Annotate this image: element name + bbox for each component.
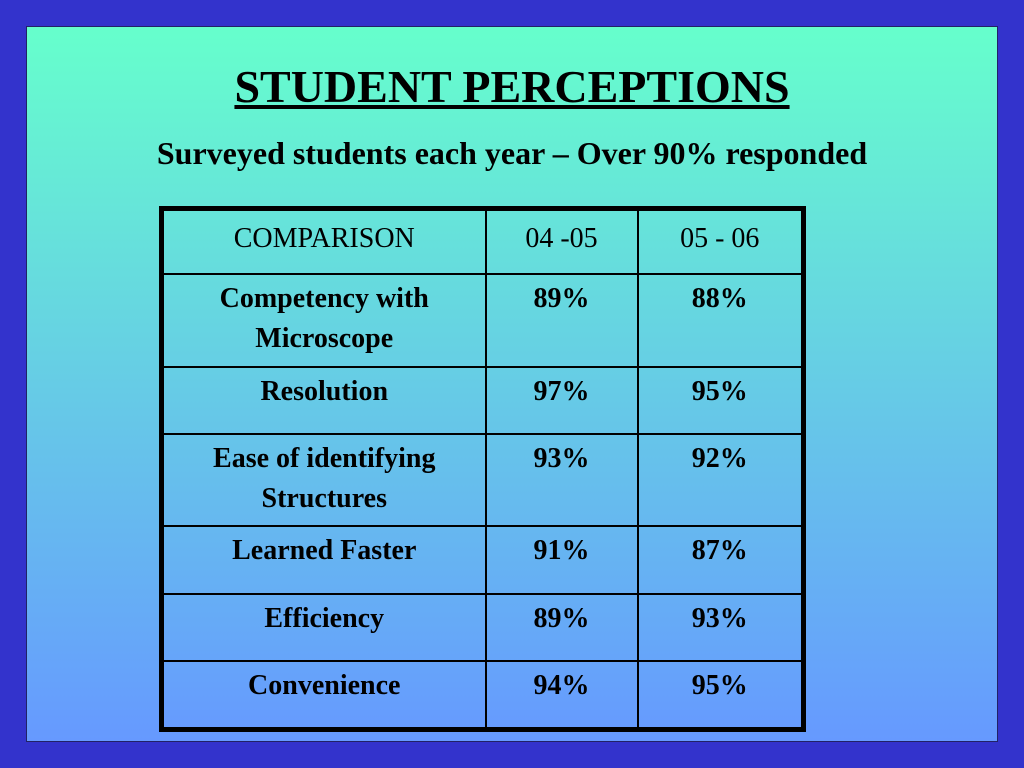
table-row: Ease of identifying Structures 93% 92% <box>160 432 805 527</box>
cell-value: 88% <box>636 272 805 368</box>
cell-value: 94% <box>484 659 639 731</box>
cell-value: 93% <box>636 592 805 662</box>
row-label: Resolution <box>160 365 487 435</box>
table-row: Competency with Microscope 89% 88% <box>160 272 805 368</box>
title: STUDENT PERCEPTIONS <box>234 61 790 112</box>
row-label: Competency with Microscope <box>160 272 487 368</box>
comparison-table: COMPARISON 04 -05 05 - 06 Competency with M… <box>159 206 806 732</box>
cell-value: 93% <box>484 432 639 527</box>
cell-value: 89% <box>484 272 639 368</box>
row-label: Learned Faster <box>160 524 487 595</box>
table-row: Learned Faster 91% 87% <box>160 524 805 595</box>
table-row: Resolution 97% 95% <box>160 365 805 435</box>
table-row: Convenience 94% 95% <box>160 659 805 731</box>
cell-value: 92% <box>636 432 805 527</box>
cell-value: 97% <box>484 365 639 435</box>
cell-value: 91% <box>484 524 639 595</box>
panel: STUDENT PERCEPTIONS Surveyed students ea… <box>26 26 998 742</box>
row-label: Efficiency <box>160 592 487 662</box>
header-row: COMPARISON 04 -05 05 - 06 <box>160 207 805 275</box>
column-header: 04 -05 <box>484 207 639 275</box>
cell-value: 89% <box>484 592 639 662</box>
subtitle: Surveyed students each year – Over 90% r… <box>156 135 868 171</box>
column-header: COMPARISON <box>160 207 487 275</box>
cell-value: 87% <box>636 524 805 595</box>
column-header: 05 - 06 <box>636 207 805 275</box>
cell-value: 95% <box>636 659 805 731</box>
cell-value: 95% <box>636 365 805 435</box>
row-label: Ease of identifying Structures <box>160 432 487 527</box>
row-label: Convenience <box>160 659 487 731</box>
table-row: Efficiency 89% 93% <box>160 592 805 662</box>
